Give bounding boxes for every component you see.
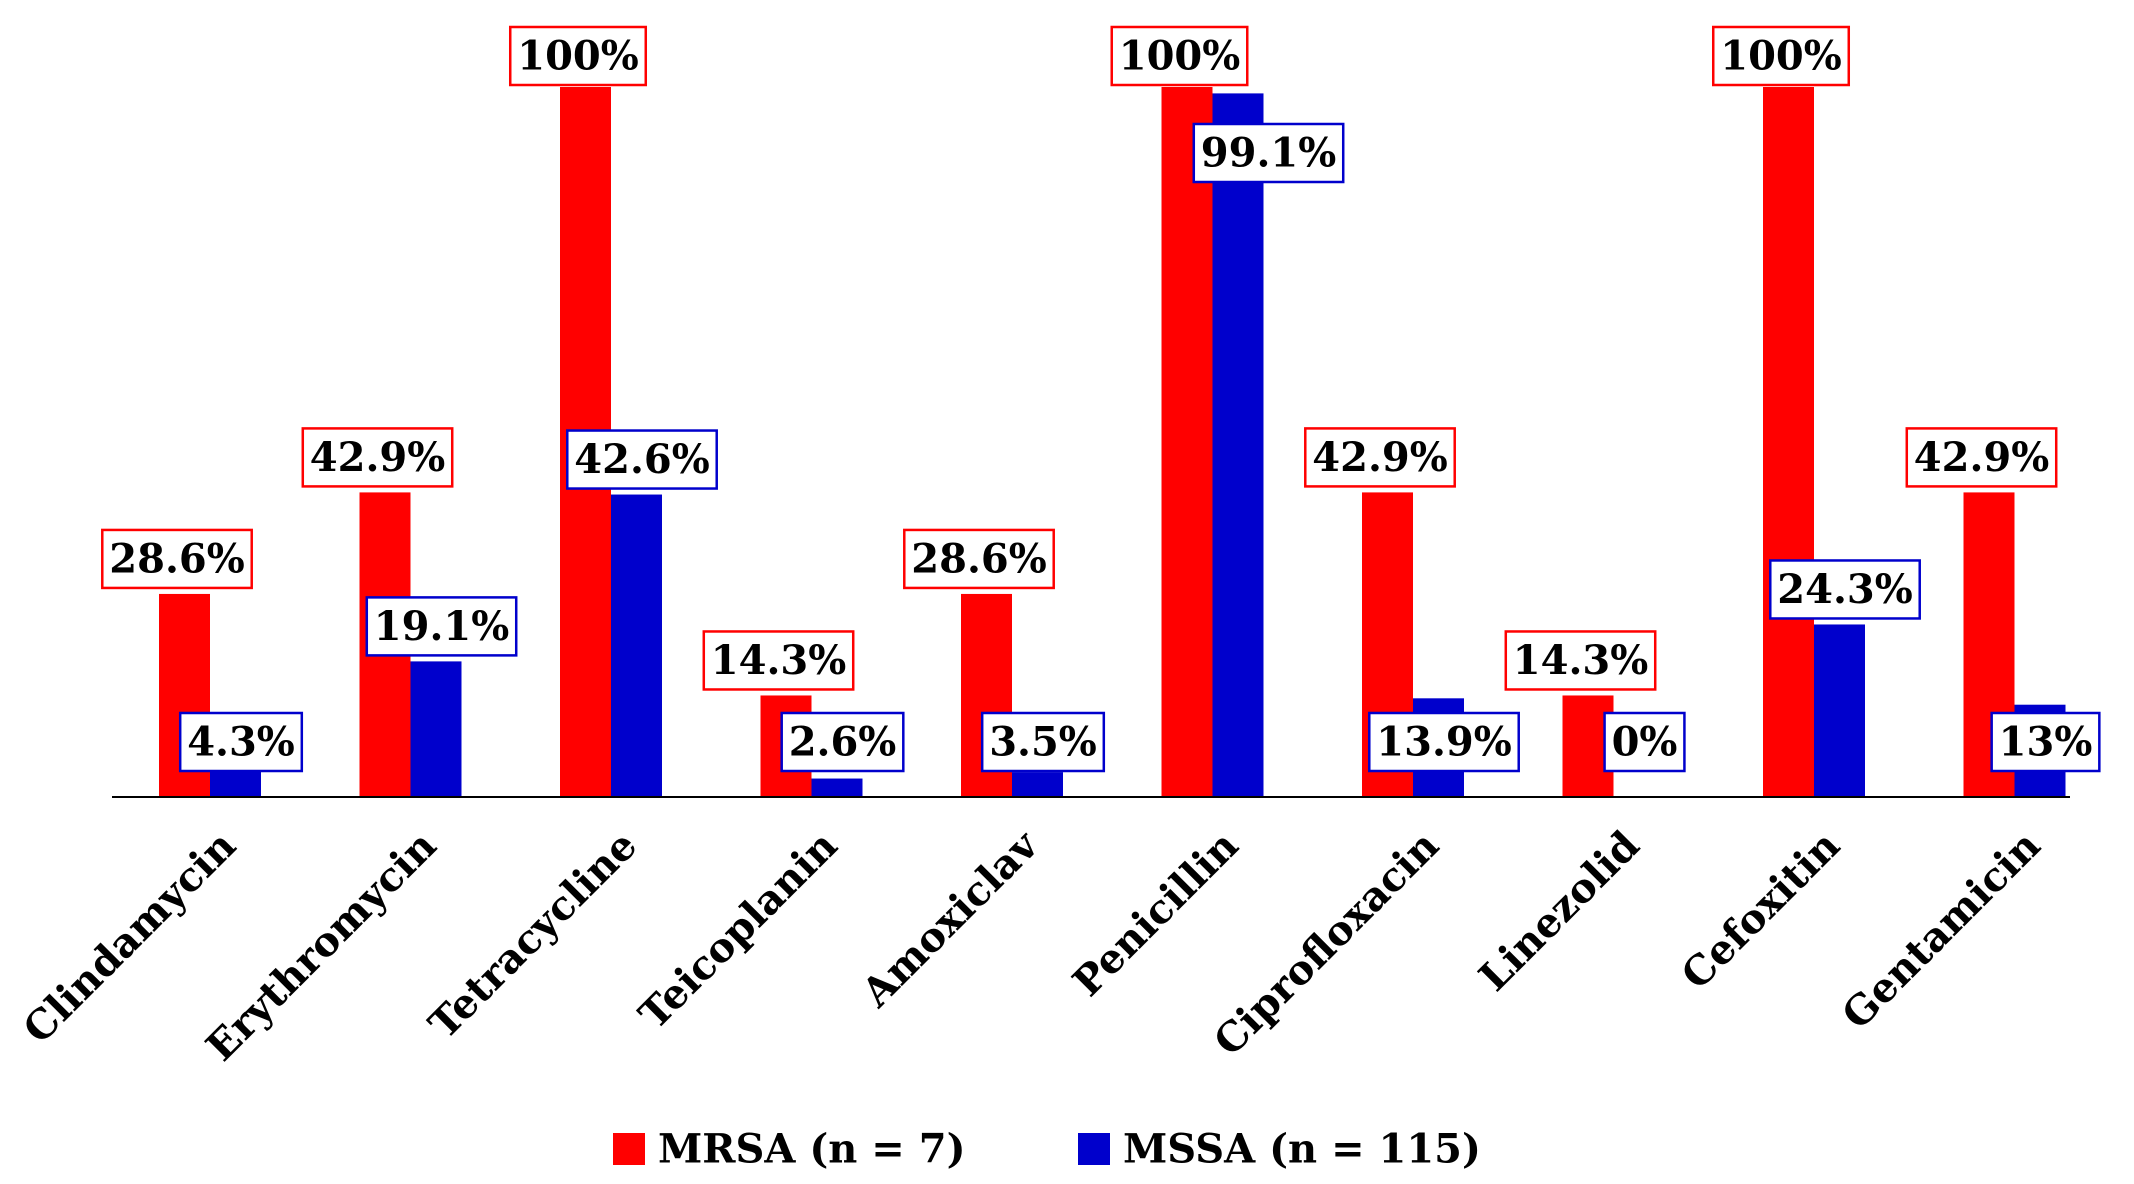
legend-item-mrsa-swatch — [613, 1133, 645, 1165]
legend-item-mssa-swatch — [1078, 1133, 1110, 1165]
bar-mssa-penicillin — [1212, 93, 1264, 797]
label-mrsa-tetracycline-text: 100% — [517, 33, 639, 80]
tick-label-linezolid: Linezolid — [1470, 822, 1649, 1001]
label-mssa-clindamycin: 4.3% — [178, 711, 304, 773]
label-mrsa-gentamicin-box — [1905, 427, 2058, 488]
tick-label-teicoplanin: Teicoplanin — [630, 822, 847, 1039]
x-tick-labels: ClindamycinErythromycinTetracyclineTeico… — [14, 821, 2049, 1071]
data-labels-layer: 28.6% 4.3% 42.9% 19.1% 100% 42.6% 14.3% 2.6% 28.… — [101, 25, 2101, 773]
label-mssa-linezolid-text: 0% — [1612, 719, 1678, 766]
label-mssa-gentamicin-text: 13% — [1999, 719, 2093, 766]
label-mssa-erythromycin-box — [365, 596, 518, 657]
bar-mrsa-cefoxitin — [1763, 87, 1814, 797]
label-mssa-teicoplanin: 2.6% — [780, 711, 905, 773]
tick-label-gentamicin: Gentamicin — [1833, 822, 2050, 1039]
tick-label-penicillin: Penicillin — [1064, 822, 1248, 1006]
label-mssa-linezolid-box — [1603, 711, 1686, 773]
label-mssa-erythromycin: 19.1% — [365, 596, 518, 657]
legend-item-mrsa: MRSA (n = 7) — [613, 1126, 966, 1173]
label-mrsa-penicillin: 100% — [1110, 25, 1249, 87]
legend-item-mssa-label: MSSA (n = 115) — [1123, 1126, 1481, 1173]
label-mrsa-tetracycline: 100% — [508, 25, 648, 87]
label-mssa-linezolid: 0% — [1603, 711, 1686, 773]
legend-item-mrsa-label: MRSA (n = 7) — [658, 1126, 966, 1173]
label-mssa-penicillin: 99.1% — [1192, 122, 1345, 184]
tick-label-tetracycline: Tetracycline — [420, 822, 646, 1048]
tick-label-cefoxitin: Cefoxitin — [1672, 822, 1849, 999]
label-mrsa-ciprofloxacin-text: 42.9% — [1312, 434, 1447, 481]
bar-mssa-tetracycline — [611, 494, 662, 797]
label-mrsa-amoxiclav-box — [903, 528, 1055, 590]
label-mrsa-linezolid: 14.3% — [1504, 630, 1657, 691]
label-mrsa-erythromycin-box — [301, 427, 454, 488]
label-mrsa-penicillin-text: 100% — [1119, 33, 1241, 80]
label-mrsa-clindamycin: 28.6% — [101, 528, 253, 590]
label-mssa-erythromycin-text: 19.1% — [374, 603, 509, 650]
label-mssa-gentamicin: 13% — [1990, 711, 2101, 773]
label-mrsa-teicoplanin-text: 14.3% — [711, 637, 846, 684]
label-mssa-penicillin-text: 99.1% — [1201, 130, 1336, 177]
label-mrsa-linezolid-box — [1504, 630, 1657, 691]
bar-mssa-teicoplanin — [811, 778, 863, 797]
label-mrsa-amoxiclav-text: 28.6% — [911, 535, 1046, 582]
label-mrsa-linezolid-text: 14.3% — [1513, 637, 1648, 684]
label-mrsa-teicoplanin-box — [702, 630, 855, 691]
label-mssa-tetracycline: 42.6% — [566, 429, 718, 490]
label-mrsa-penicillin-box — [1110, 25, 1249, 87]
label-mrsa-cefoxitin-text: 100% — [1720, 33, 1842, 80]
legend: MRSA (n = 7) MSSA (n = 115) — [613, 1126, 1481, 1173]
label-mssa-penicillin-box — [1192, 122, 1345, 184]
label-mssa-tetracycline-box — [566, 429, 718, 490]
label-mssa-cefoxitin-box — [1769, 559, 1921, 620]
label-mssa-ciprofloxacin: 13.9% — [1368, 711, 1520, 773]
label-mssa-amoxiclav: 3.5% — [980, 711, 1106, 773]
label-mssa-tetracycline-text: 42.6% — [574, 436, 709, 483]
label-mssa-ciprofloxacin-text: 13.9% — [1376, 719, 1511, 766]
label-mrsa-teicoplanin: 14.3% — [702, 630, 855, 691]
label-mrsa-cefoxitin: 100% — [1711, 25, 1851, 87]
label-mssa-cefoxitin: 24.3% — [1769, 559, 1921, 620]
label-mssa-clindamycin-text: 4.3% — [187, 719, 295, 766]
label-mssa-teicoplanin-text: 2.6% — [789, 719, 897, 766]
label-mrsa-ciprofloxacin-box — [1304, 427, 1456, 488]
label-mssa-teicoplanin-box — [780, 711, 905, 773]
label-mrsa-clindamycin-text: 28.6% — [109, 535, 244, 582]
bar-mssa-cefoxitin — [1814, 624, 1865, 797]
label-mrsa-erythromycin: 42.9% — [301, 427, 454, 488]
label-mssa-clindamycin-box — [178, 711, 304, 773]
bar-mssa-erythromycin — [410, 661, 462, 797]
label-mrsa-erythromycin-text: 42.9% — [310, 434, 445, 481]
label-mrsa-clindamycin-box — [101, 528, 253, 590]
label-mrsa-cefoxitin-box — [1711, 25, 1851, 87]
label-mssa-amoxiclav-box — [980, 711, 1106, 773]
label-mrsa-amoxiclav: 28.6% — [903, 528, 1055, 590]
label-mrsa-tetracycline-box — [508, 25, 648, 87]
label-mssa-gentamicin-box — [1990, 711, 2101, 773]
tick-label-amoxiclav: Amoxiclav — [852, 821, 1048, 1017]
label-mrsa-gentamicin-text: 42.9% — [1914, 434, 2049, 481]
bar-mrsa-penicillin — [1161, 87, 1213, 797]
bar-mssa-amoxiclav — [1012, 772, 1063, 797]
label-mssa-ciprofloxacin-box — [1368, 711, 1520, 773]
label-mssa-amoxiclav-text: 3.5% — [989, 719, 1097, 766]
label-mssa-cefoxitin-text: 24.3% — [1777, 566, 1912, 613]
legend-item-mssa: MSSA (n = 115) — [1078, 1126, 1481, 1173]
label-mrsa-gentamicin: 42.9% — [1905, 427, 2058, 488]
tick-label-clindamycin: Clindamycin — [14, 822, 245, 1053]
label-mrsa-ciprofloxacin: 42.9% — [1304, 427, 1456, 488]
